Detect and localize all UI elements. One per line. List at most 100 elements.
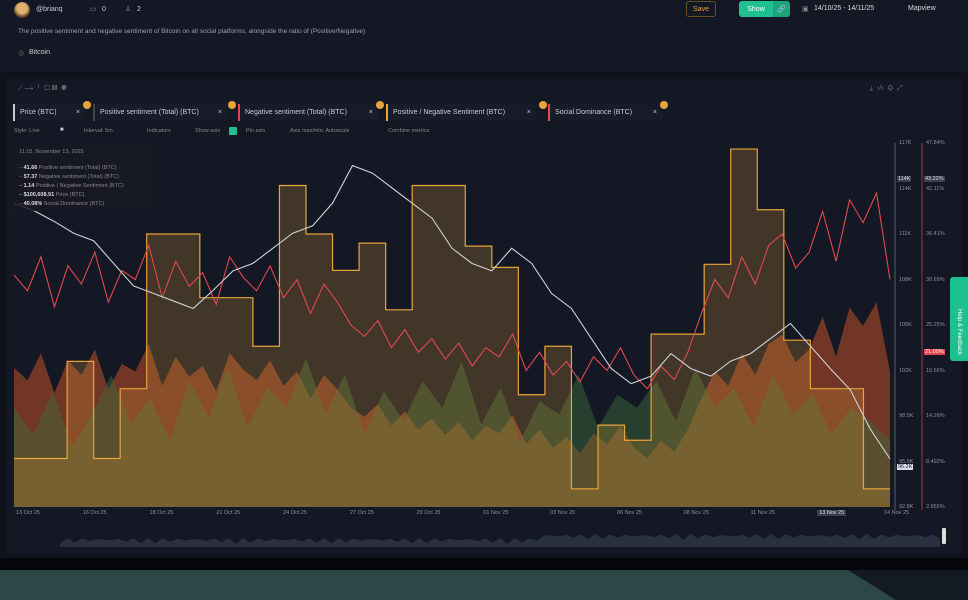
x-tick: 13 Nov 25 (817, 510, 847, 516)
metric-label: Positive / Negative Sentiment (BTC) (393, 109, 506, 116)
metric-chip-negative[interactable]: Negative sentiment (Total) (BTC) × (238, 104, 378, 121)
user-count: 2 (137, 6, 141, 13)
tooltip-row: – 1.14 Positive / Negative Sentiment (BT… (19, 183, 124, 189)
metric-chip-dominance[interactable]: Social Dominance (BTC) × (548, 104, 662, 121)
series-swatch: – (19, 165, 23, 171)
price-tick: 102K (899, 367, 912, 374)
tooltip-date: 11:15, November 13, 2025 (19, 149, 84, 155)
description: The positive sentiment and negative sent… (18, 28, 366, 35)
tooltip-row: – $100,608.91 Price (BTC) (19, 192, 84, 198)
series-swatch: – (19, 174, 23, 180)
draw-line-icon[interactable]: ⟋ ⟶ ╵ ▢ ▤ ◉ (18, 85, 67, 92)
price-current-badge: 96.2K (897, 464, 914, 470)
pct-tick: 8.492% (926, 458, 945, 465)
close-icon[interactable]: × (526, 109, 531, 116)
divider (0, 558, 968, 570)
footer-band (0, 570, 968, 600)
show-axis-label: Show axis (195, 128, 221, 134)
date-range[interactable]: 14/10/25 - 14/11/25 (814, 5, 875, 12)
pct-badge: 43.22% (924, 176, 945, 182)
price-tick: 92.8K (899, 504, 914, 510)
chart[interactable] (0, 0, 968, 560)
pct-tick: 36.41% (926, 231, 945, 237)
style-select[interactable]: Style: Line (14, 128, 40, 134)
pct-tick: 47.84% (926, 140, 945, 146)
x-tick: 08 Nov 25 (683, 510, 709, 516)
x-tick: 16 Oct 25 (82, 510, 107, 516)
mapview-button[interactable]: Mapview (908, 5, 936, 12)
tooltip-row: – 41.66 Positive sentiment (Total) (BTC) (19, 165, 117, 171)
x-tick: 18 Oct 25 (149, 510, 174, 516)
tooltip-value: 1.14 (23, 183, 35, 189)
indicators-select[interactable]: Indicators (147, 128, 171, 134)
show-button[interactable]: Show (739, 1, 773, 17)
badge-icon (660, 101, 668, 109)
series-swatch: – (19, 192, 23, 198)
asset-tag[interactable]: Bitcoin (29, 49, 51, 56)
metric-label: Negative sentiment (Total) (BTC) (245, 109, 347, 116)
x-tick: 14 Nov 25 (884, 510, 910, 516)
badge-icon (376, 101, 384, 109)
metric-label: Price (BTC) (20, 109, 57, 116)
close-icon[interactable]: × (75, 109, 80, 116)
price-tick: 98.5K (899, 413, 914, 419)
navigator-handle (942, 528, 946, 544)
metric-chip-price[interactable]: Price (BTC) × (13, 104, 85, 121)
x-tick: 11 Nov 25 (750, 510, 776, 516)
tooltip-value: 41.66 (23, 165, 38, 171)
navigator-area (60, 534, 940, 547)
tooltip-label: Negative sentiment (Total) (BTC) (38, 174, 119, 180)
pct-tick: 30.65% (926, 276, 945, 283)
help-label: Help & Feedback (956, 308, 962, 355)
x-tick: 24 Oct 25 (283, 510, 307, 516)
color-swatch[interactable]: ■ (60, 127, 64, 133)
header: @brianq ▭ 0 ♙ 2 Save Show 🔗 ▣ 14/10/25 -… (0, 0, 968, 72)
asset-icon: ◎ (18, 50, 25, 57)
username[interactable]: @brianq (36, 6, 63, 13)
pct-tick: 42.11% (926, 185, 945, 192)
price-tick: 114K (899, 185, 912, 192)
x-tick: 29 Oct 25 (416, 510, 441, 516)
combine-metrics-button[interactable]: Combine metrics (388, 128, 430, 134)
metric-chip-ratio[interactable]: Positive / Negative Sentiment (BTC) × (386, 104, 536, 121)
show-axis-checkbox[interactable] (229, 127, 237, 135)
close-icon[interactable]: × (217, 109, 222, 116)
close-icon[interactable]: × (652, 109, 657, 116)
price-tick: 108K (899, 276, 912, 283)
price-badge: 114K (897, 176, 912, 182)
price-tick: 105K (899, 322, 912, 328)
pct-tick: 19.56% (926, 367, 945, 374)
toolbar-right-icons[interactable]: ⤓ ‹/› ⚙ ⤢ (870, 85, 903, 92)
x-tick: 27 Oct 25 (349, 510, 374, 516)
interval-select[interactable]: Interval: 5m (84, 128, 113, 134)
help-feedback-button[interactable]: Help & Feedback (950, 277, 968, 361)
user-icon[interactable]: ♙ (125, 6, 132, 13)
tooltip: 11:15, November 13, 2025 – 41.66 Positiv… (12, 145, 154, 211)
x-tick: 01 Nov 25 (483, 510, 509, 516)
calendar-icon[interactable]: ▣ (802, 6, 809, 13)
price-tick: 117K (899, 140, 912, 146)
tooltip-label: Social Dominance (BTC) (43, 201, 105, 207)
tooltip-value: 40.08% (23, 201, 43, 207)
metric-label: Positive sentiment (Total) (BTC) (100, 109, 199, 116)
x-tick: 06 Nov 25 (616, 510, 642, 516)
series-swatch: – (19, 183, 23, 189)
axis-max-min-select[interactable]: Axis max/min: Autoscale (290, 128, 350, 134)
link-icon[interactable]: 🔗 (773, 1, 790, 17)
ratio-line (14, 148, 890, 490)
pct-tick: 14.26% (926, 413, 945, 419)
price-tick: 111K (899, 231, 912, 237)
close-icon[interactable]: × (368, 109, 373, 116)
series-swatch: – (19, 201, 23, 207)
save-button[interactable]: Save (686, 1, 716, 17)
tooltip-row: – 57.37 Negative sentiment (Total) (BTC) (19, 174, 119, 180)
tooltip-label: Price (BTC) (55, 192, 85, 198)
avatar[interactable] (14, 2, 30, 18)
comment-icon[interactable]: ▭ (90, 6, 97, 13)
pct-tick: 2.655% (926, 504, 945, 510)
pin-axis-toggle[interactable]: Pin axis (246, 128, 266, 134)
ratio-area (14, 149, 890, 508)
metric-chip-positive[interactable]: Positive sentiment (Total) (BTC) × (93, 104, 227, 121)
comment-count: 0 (102, 6, 106, 13)
badge-icon (83, 101, 91, 109)
